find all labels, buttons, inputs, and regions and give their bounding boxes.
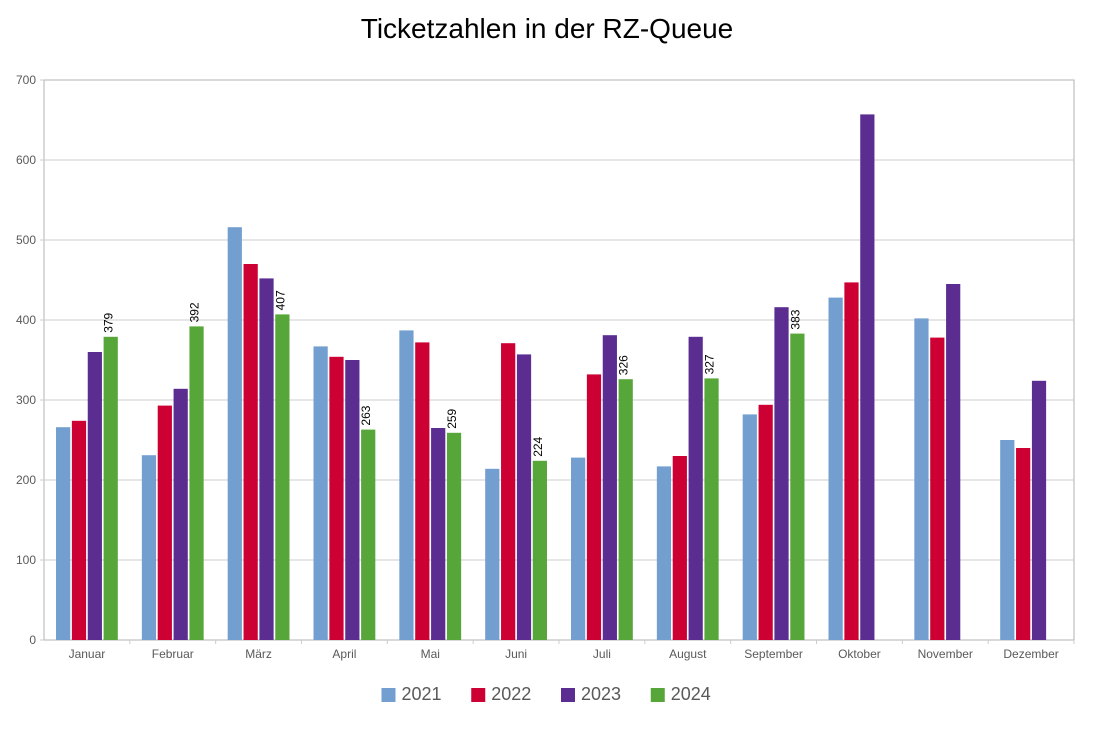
- bar-data-label: 259: [445, 408, 459, 428]
- bar: [689, 337, 703, 640]
- bar: [1032, 381, 1046, 640]
- bar: [361, 430, 375, 640]
- bar-data-label: 407: [273, 290, 287, 310]
- bar-data-label: 327: [703, 354, 717, 374]
- y-tick-label: 0: [29, 633, 36, 647]
- bar: [72, 421, 86, 640]
- bar: [447, 433, 461, 640]
- x-tick-label: Juni: [505, 647, 527, 661]
- x-tick-label: Februar: [152, 647, 194, 661]
- bar: [399, 330, 413, 640]
- bar: [673, 456, 687, 640]
- legend-label: 2024: [671, 684, 711, 704]
- bar: [228, 227, 242, 640]
- bar: [619, 379, 633, 640]
- legend-label: 2023: [581, 684, 621, 704]
- y-tick-label: 400: [16, 313, 36, 327]
- bar: [56, 427, 70, 640]
- chart-title: Ticketzahlen in der RZ-Queue: [361, 13, 733, 44]
- legend-swatch: [561, 688, 575, 702]
- bar: [603, 335, 617, 640]
- bar: [743, 414, 757, 640]
- x-tick-label: Mai: [421, 647, 440, 661]
- legend-swatch: [381, 688, 395, 702]
- bar: [244, 264, 258, 640]
- bar-data-label: 326: [617, 355, 631, 375]
- y-tick-label: 300: [16, 393, 36, 407]
- bar-data-label: 263: [359, 405, 373, 425]
- x-tick-label: September: [744, 647, 803, 661]
- legend-label: 2021: [401, 684, 441, 704]
- bar-data-label: 383: [788, 309, 802, 329]
- bar: [860, 114, 874, 640]
- bar: [844, 282, 858, 640]
- bar: [314, 346, 328, 640]
- y-tick-label: 700: [16, 73, 36, 87]
- bar: [158, 406, 172, 640]
- bar: [657, 466, 671, 640]
- bar-data-label: 379: [102, 312, 116, 332]
- bar: [790, 334, 804, 640]
- bar: [533, 461, 547, 640]
- chart-container: Ticketzahlen in der RZ-Queue 0 100 200 300 40…: [0, 0, 1094, 732]
- bar: [485, 469, 499, 640]
- bar: [587, 374, 601, 640]
- y-tick-label: 100: [16, 553, 36, 567]
- bar: [259, 278, 273, 640]
- bar: [501, 343, 515, 640]
- bar: [88, 352, 102, 640]
- bar: [704, 378, 718, 640]
- bar: [1016, 448, 1030, 640]
- bar: [914, 318, 928, 640]
- bar: [571, 458, 585, 640]
- bar: [329, 357, 343, 640]
- bar: [142, 455, 156, 640]
- bar: [829, 298, 843, 640]
- x-tick-label: April: [332, 647, 356, 661]
- x-tick-label: Oktober: [838, 647, 881, 661]
- legend-label: 2022: [491, 684, 531, 704]
- bar: [174, 389, 188, 640]
- legend-swatch: [651, 688, 665, 702]
- bar-data-label: 392: [188, 302, 202, 322]
- bar: [774, 307, 788, 640]
- bar: [189, 326, 203, 640]
- bar-data-label: 224: [531, 436, 545, 456]
- y-tick-label: 200: [16, 473, 36, 487]
- bar-chart: Ticketzahlen in der RZ-Queue 0 100 200 300 40…: [0, 0, 1094, 732]
- bar: [345, 360, 359, 640]
- bar: [517, 354, 531, 640]
- x-tick-label: August: [669, 647, 707, 661]
- x-tick-label: Dezember: [1003, 647, 1058, 661]
- x-tick-label: November: [918, 647, 973, 661]
- x-tick-label: Juli: [593, 647, 611, 661]
- bar: [759, 405, 773, 640]
- x-tick-label: Januar: [69, 647, 106, 661]
- y-tick-label: 500: [16, 233, 36, 247]
- bar: [431, 428, 445, 640]
- bar: [415, 342, 429, 640]
- y-tick-label: 600: [16, 153, 36, 167]
- legend-swatch: [471, 688, 485, 702]
- bar: [104, 337, 118, 640]
- bar: [275, 314, 289, 640]
- bar: [946, 284, 960, 640]
- x-tick-label: März: [245, 647, 272, 661]
- bar: [930, 338, 944, 640]
- bar: [1000, 440, 1014, 640]
